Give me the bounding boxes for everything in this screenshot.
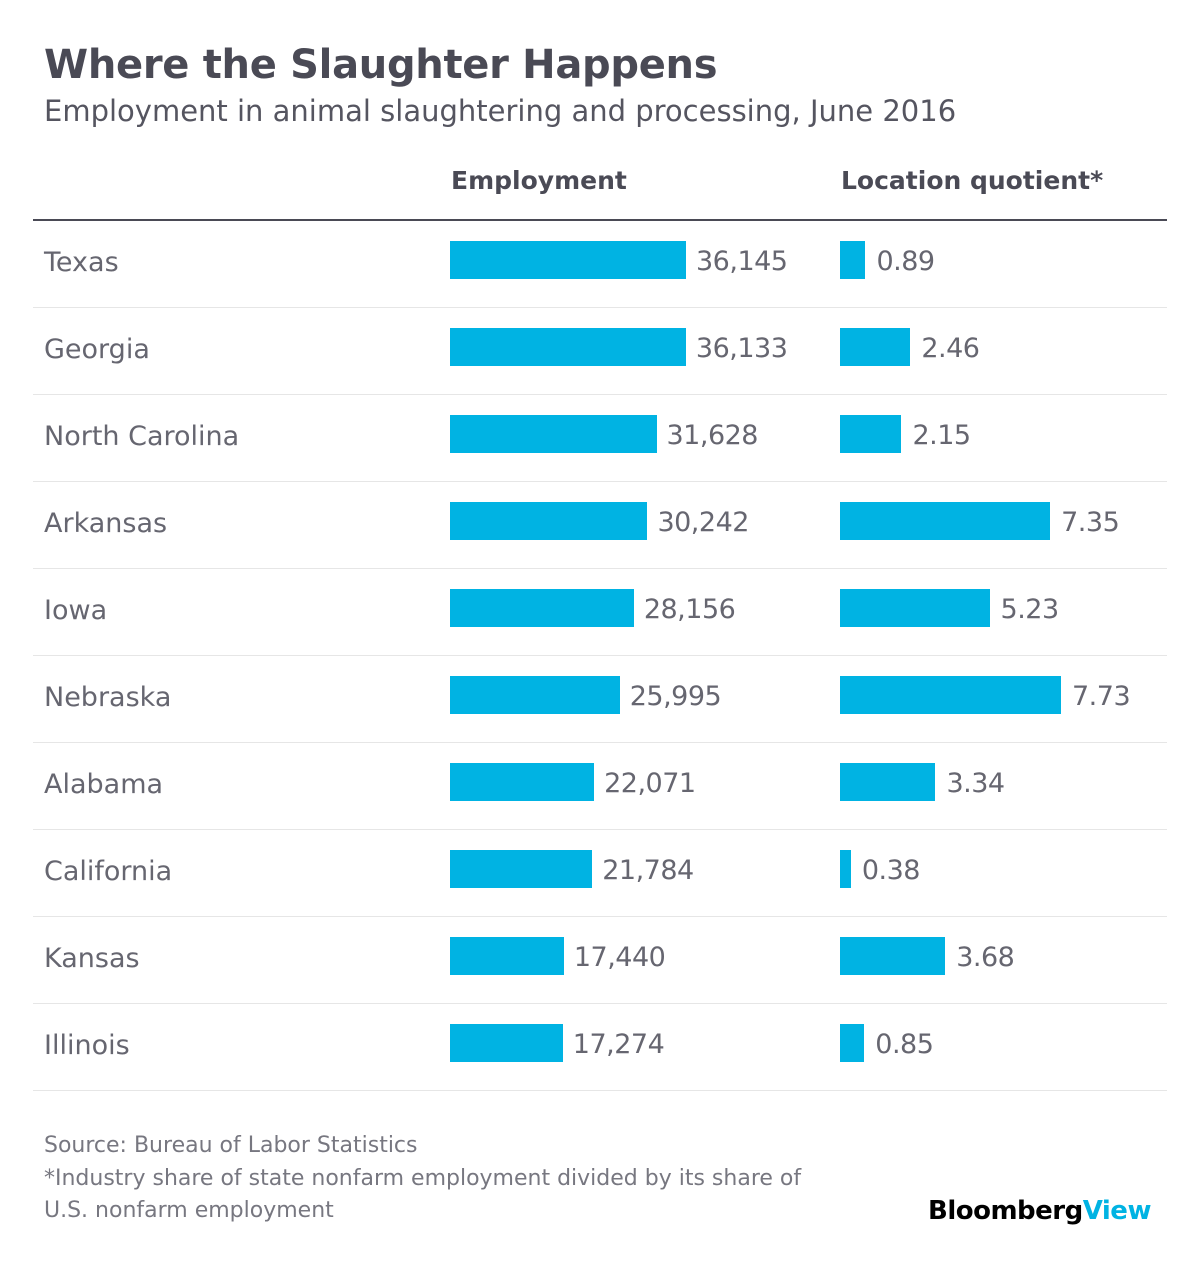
header-rule: [33, 219, 1167, 221]
state-label: Texas: [44, 247, 119, 278]
location-quotient-bar: [840, 763, 936, 801]
employment-bar: [450, 937, 564, 975]
state-label: Iowa: [44, 595, 108, 626]
table-row: Iowa 28,156 5.23: [33, 569, 1167, 656]
state-label: Illinois: [44, 1030, 130, 1061]
logo-suffix: View: [1082, 1196, 1152, 1226]
footnote-line-2: U.S. nonfarm employment: [44, 1198, 334, 1223]
table-row: Kansas 17,440 3.68: [33, 917, 1167, 1004]
employment-value-label: 17,274: [572, 1029, 665, 1060]
location-quotient-column-header: Location quotient*: [841, 166, 1104, 195]
employment-value-label: 21,784: [602, 855, 694, 886]
location-quotient-bar: [840, 328, 911, 366]
table-row: Georgia 36,133 2.46: [33, 308, 1167, 395]
employment-column-header: Employment: [451, 166, 627, 195]
location-quotient-value-label: 0.89: [876, 246, 935, 277]
employment-bar: [450, 763, 595, 801]
location-quotient-bar: [840, 937, 946, 975]
table-row: Arkansas 30,242 7.35: [33, 482, 1167, 569]
location-quotient-value-label: 0.85: [875, 1029, 934, 1060]
location-quotient-value-label: 5.23: [1000, 594, 1060, 625]
table-row: Nebraska 25,995 7.73: [33, 656, 1167, 743]
location-quotient-bar: [840, 502, 1051, 540]
table-row: Texas 36,145 0.89: [33, 221, 1167, 308]
location-quotient-value-label: 7.35: [1061, 507, 1120, 538]
state-label: Alabama: [44, 769, 164, 800]
employment-value-label: 36,133: [695, 333, 788, 364]
employment-value-label: 31,628: [666, 420, 759, 451]
employment-value-label: 28,156: [643, 594, 736, 625]
location-quotient-bar: [840, 415, 902, 453]
table-row: North Carolina 31,628 2.15: [33, 395, 1167, 482]
state-label: Kansas: [44, 943, 140, 974]
chart-rows: Texas 36,145 0.89 Georgia 36,133 2.46 North Ca…: [0, 221, 1200, 1091]
table-row: Alabama 22,071 3.34: [33, 743, 1167, 830]
location-quotient-bar: [840, 589, 990, 627]
employment-bar: [450, 415, 657, 453]
location-quotient-bar: [840, 676, 1061, 714]
employment-bar: [450, 850, 593, 888]
state-label: Georgia: [44, 334, 150, 365]
table-row: California 21,784 0.38: [33, 830, 1167, 917]
employment-bar: [450, 1024, 563, 1062]
location-quotient-value-label: 3.68: [956, 942, 1015, 973]
employment-value-label: 22,071: [604, 768, 696, 799]
location-quotient-value-label: 2.15: [912, 420, 971, 451]
employment-value-label: 17,440: [573, 942, 666, 973]
employment-bar: [450, 502, 648, 540]
employment-value-label: 30,242: [657, 507, 749, 538]
state-label: North Carolina: [44, 421, 240, 452]
location-quotient-bar: [840, 1024, 865, 1062]
bloomberg-view-logo: BloombergView: [928, 1196, 1151, 1226]
location-quotient-value-label: 3.34: [946, 768, 1005, 799]
source-note: Source: Bureau of Labor Statistics: [44, 1133, 418, 1158]
location-quotient-value-label: 7.73: [1072, 681, 1131, 712]
state-label: Nebraska: [44, 682, 172, 713]
employment-bar: [450, 676, 620, 714]
employment-value-label: 25,995: [629, 681, 722, 712]
employment-bar: [450, 589, 634, 627]
state-label: Arkansas: [44, 508, 168, 539]
employment-bar: [450, 241, 686, 279]
chart-subtitle: Employment in animal slaughtering and pr…: [44, 94, 957, 128]
employment-bar: [450, 328, 686, 366]
state-label: California: [44, 856, 173, 887]
location-quotient-value-label: 0.38: [861, 855, 921, 886]
location-quotient-bar: [840, 241, 866, 279]
location-quotient-bar: [840, 850, 851, 888]
logo-brand: Bloomberg: [928, 1196, 1083, 1226]
table-row: Illinois 17,274 0.85: [33, 1004, 1167, 1091]
footnote-line-1: *Industry share of state nonfarm employm…: [44, 1166, 802, 1191]
employment-value-label: 36,145: [696, 246, 788, 277]
chart-title: Where the Slaughter Happens: [44, 42, 718, 88]
location-quotient-value-label: 2.46: [921, 333, 980, 364]
